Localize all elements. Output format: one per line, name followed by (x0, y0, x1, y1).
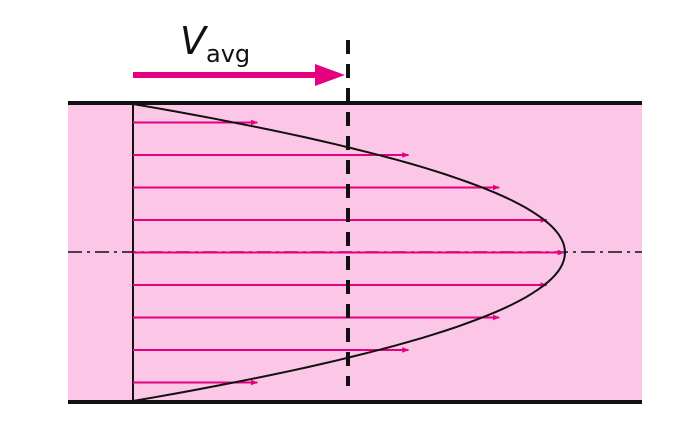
average-velocity-symbol: V (180, 19, 209, 63)
velocity-profile-curve (132, 103, 567, 402)
average-velocity-subscript: avg (206, 40, 250, 68)
average-velocity-label: Vavg (180, 19, 250, 68)
velocity-arrows (133, 119, 565, 386)
average-velocity-arrow (133, 64, 345, 86)
